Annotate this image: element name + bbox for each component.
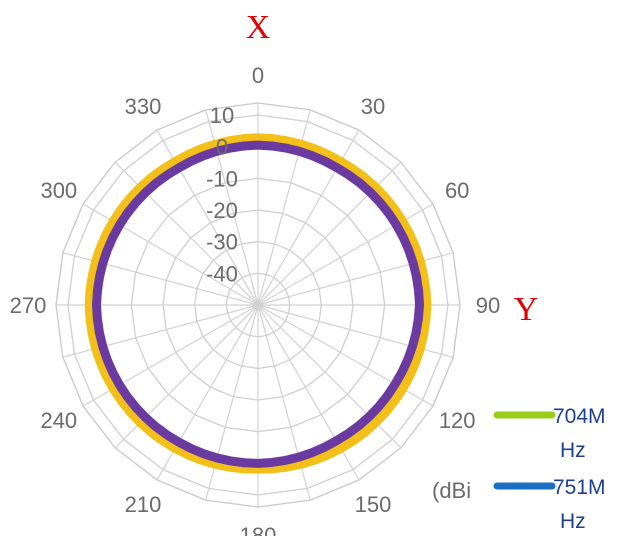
legend-label-751-line1: 751M [553,476,606,499]
angle-tick-label: 150 [355,492,392,517]
radial-tick-label: -40 [206,261,238,286]
radial-tick-labels: 10 0 -10 -20 -30 -40 [206,103,238,286]
series-line-704 [84,133,432,474]
radial-tick-label: -30 [206,230,238,255]
series-line-751 [92,140,424,468]
angle-tick-labels: 0 30 60 90 120 150 180 210 240 270 300 330 [10,63,501,536]
legend-label-751-line2: Hz [560,510,586,533]
axis-tag-y: Y [514,291,539,328]
legend: 704M Hz 751M Hz [493,405,606,533]
angle-tick-label: 240 [40,408,77,433]
angle-tick-label: 270 [10,293,47,318]
angle-tick-label: 300 [40,178,77,203]
legend-label-704-line2: Hz [560,439,586,462]
legend-label-704-line1: 704M [553,405,606,428]
radial-tick-label: 10 [210,103,234,128]
angle-tick-label: 60 [445,178,469,203]
series-group [84,133,432,474]
angle-tick-label: 30 [361,94,385,119]
radial-tick-label: 0 [216,135,228,160]
axis-tag-x: X [246,9,271,46]
radial-tick-label: -20 [206,198,238,223]
angle-tick-label: 330 [125,94,162,119]
angle-tick-label: 180 [240,523,277,536]
angle-tick-label: 0 [252,63,264,88]
grid-spoke [114,304,259,449]
grid-spoke [257,304,402,449]
grid-spoke [257,161,402,306]
angle-tick-label: 90 [476,293,500,318]
angle-tick-label: 210 [125,492,162,517]
radial-tick-label: -10 [206,166,238,191]
polar-grid [55,102,461,508]
angle-tick-label: 120 [439,408,476,433]
unit-label: (dBi [432,478,471,503]
